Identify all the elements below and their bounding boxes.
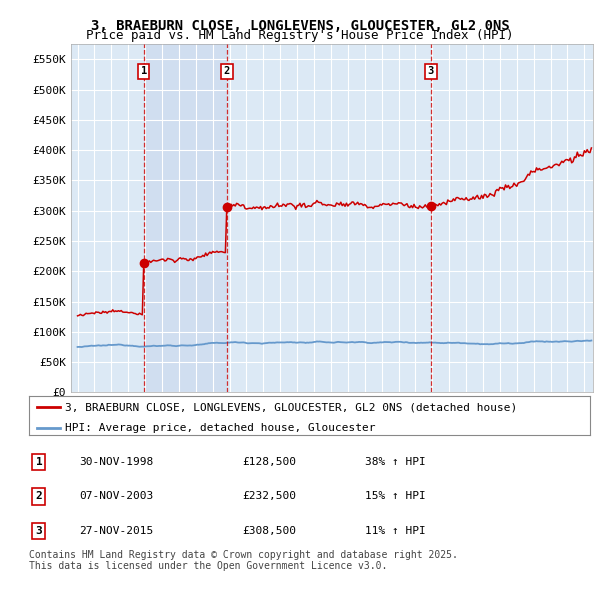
Text: 3: 3 (35, 526, 42, 536)
Text: HPI: Average price, detached house, Gloucester: HPI: Average price, detached house, Glou… (65, 423, 376, 433)
Text: 3, BRAEBURN CLOSE, LONGLEVENS, GLOUCESTER, GL2 0NS (detached house): 3, BRAEBURN CLOSE, LONGLEVENS, GLOUCESTE… (65, 402, 518, 412)
Text: Price paid vs. HM Land Registry's House Price Index (HPI): Price paid vs. HM Land Registry's House … (86, 30, 514, 42)
Bar (144, 44, 227, 392)
Text: 38% ↑ HPI: 38% ↑ HPI (365, 457, 426, 467)
Text: 3, BRAEBURN CLOSE, LONGLEVENS, GLOUCESTER, GL2 0NS: 3, BRAEBURN CLOSE, LONGLEVENS, GLOUCESTE… (91, 19, 509, 33)
Text: 11% ↑ HPI: 11% ↑ HPI (365, 526, 426, 536)
Text: £232,500: £232,500 (242, 491, 296, 502)
Text: 1: 1 (35, 457, 42, 467)
Text: Contains HM Land Registry data © Crown copyright and database right 2025.
This d: Contains HM Land Registry data © Crown c… (29, 550, 458, 572)
Text: 30-NOV-1998: 30-NOV-1998 (79, 457, 154, 467)
Text: £308,500: £308,500 (242, 526, 296, 536)
Text: 2: 2 (224, 67, 230, 77)
Text: £128,500: £128,500 (242, 457, 296, 467)
Text: 1: 1 (140, 67, 147, 77)
Text: 3: 3 (428, 67, 434, 77)
Text: 27-NOV-2015: 27-NOV-2015 (79, 526, 154, 536)
Text: 15% ↑ HPI: 15% ↑ HPI (365, 491, 426, 502)
Text: 07-NOV-2003: 07-NOV-2003 (79, 491, 154, 502)
Text: 2: 2 (35, 491, 42, 502)
